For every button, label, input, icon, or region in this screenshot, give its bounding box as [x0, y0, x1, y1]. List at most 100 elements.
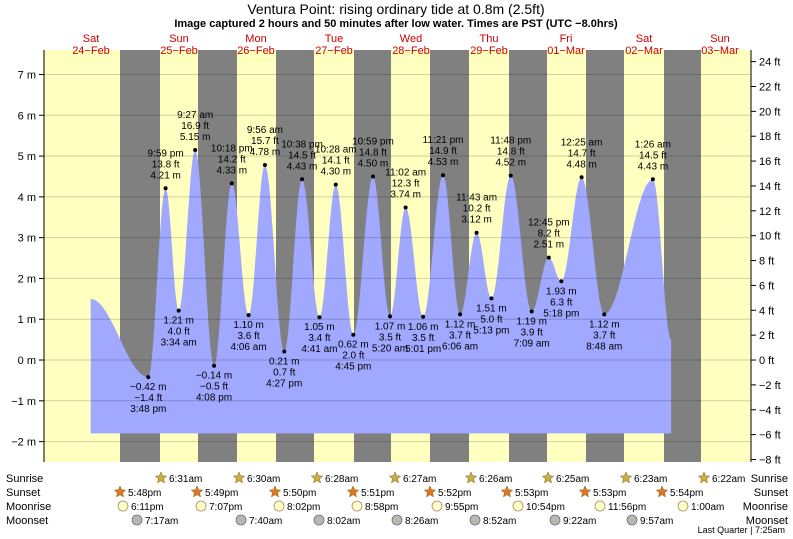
tide-point-label: 6.3 ft — [550, 297, 572, 308]
tide-point-label: 14.2 ft — [218, 154, 246, 165]
y-tick-label-ft: −6 ft — [759, 430, 781, 442]
tide-point — [650, 177, 655, 182]
tide-point-label: 14.7 ft — [568, 148, 596, 159]
y-tick-label-ft: −2 ft — [759, 380, 781, 392]
tide-point — [489, 296, 494, 301]
tide-point-label: 3:48 pm — [130, 404, 166, 415]
y-tick-label-ft: 20 ft — [759, 106, 780, 118]
day-of-week: Tue — [325, 33, 344, 45]
tide-point-label: 3.7 ft — [593, 330, 615, 341]
tide-point — [579, 175, 584, 180]
tide-point-label: 4:06 am — [231, 342, 267, 353]
tide-point-label: 14.9 ft — [429, 146, 457, 157]
tide-point-label: 1.21 m — [163, 316, 194, 327]
tide-extreme-low: 0.21 m0.7 ft4:27 pm — [266, 349, 302, 389]
sunrise-icon — [541, 471, 555, 484]
tide-point-label: −0.14 m — [196, 371, 232, 382]
tide-extreme-low: 1.10 m3.6 ft4:06 am — [231, 313, 267, 353]
tide-point-label: 4.21 m — [150, 170, 181, 181]
tide-water-area — [90, 149, 672, 434]
tide-point-label: 7:09 am — [514, 338, 550, 349]
sunset-time: 5:51pm — [361, 488, 394, 499]
day-date: 24−Feb — [72, 45, 110, 57]
day-date: 28−Feb — [392, 45, 430, 57]
moonset-icon — [391, 514, 403, 526]
tide-point-label: 3.7 ft — [449, 330, 471, 341]
sunrise-icon — [697, 471, 711, 484]
tide-point-label: 10.2 ft — [463, 204, 491, 215]
y-tick-label-ft: 14 ft — [759, 181, 780, 193]
tide-point-label: 0.21 m — [269, 356, 300, 367]
sunset-time: 5:49pm — [205, 488, 238, 499]
tide-point-label: 4:08 pm — [196, 393, 232, 404]
sunrise-time: 6:22am — [712, 474, 745, 485]
tide-point-label: 0.7 ft — [273, 367, 295, 378]
y-tick-label-ft: 2 ft — [759, 330, 774, 342]
tide-point-label: 6:06 am — [442, 341, 478, 352]
moonrise-icon — [351, 500, 363, 512]
moonrise-icon — [677, 500, 689, 512]
y-tick-label-ft: 4 ft — [759, 305, 774, 317]
y-tick-label-ft: −4 ft — [759, 405, 781, 417]
day-date: 25−Feb — [160, 45, 198, 57]
tide-point-label: 5:18 pm — [543, 308, 579, 319]
tide-point — [229, 181, 234, 186]
tide-extreme-low: 1.12 m3.7 ft8:48 am — [586, 312, 622, 352]
day-of-week: Fri — [560, 33, 573, 45]
sunset-time: 5:50pm — [283, 488, 316, 499]
tide-point-label: 4.50 m — [358, 158, 389, 169]
y-tick-label-m: 5 m — [18, 151, 36, 163]
tide-point — [602, 312, 607, 317]
sunset-icon — [190, 485, 204, 498]
tide-point-label: 15.7 ft — [251, 136, 279, 147]
row-label-right: Sunset — [754, 487, 788, 499]
tide-point-label: 4.43 m — [287, 161, 318, 172]
sunset-time: 5:53pm — [593, 488, 626, 499]
sunrise-icon — [310, 471, 324, 484]
sunrise-icon — [232, 471, 246, 484]
tide-point-label: 10:59 pm — [352, 136, 394, 147]
y-tick-label-m: 3 m — [18, 233, 36, 245]
tide-point — [212, 363, 217, 368]
sunset-icon — [423, 485, 437, 498]
moonset-time: 9:22am — [563, 516, 596, 527]
y-tick-label-ft: 18 ft — [759, 131, 780, 143]
tide-point-label: 11:02 am — [385, 167, 426, 178]
tide-point-label: 1.12 m — [589, 319, 620, 330]
axes: −2 m −1 m 0 m 1 m 2 m 3 m 4 m 5 m 6 m 7 m −8 ft −6 … — [11, 50, 781, 466]
y-tick-label-ft: 16 ft — [759, 156, 780, 168]
y-tick-label-m: 4 m — [18, 192, 36, 204]
sunset-time: 5:53pm — [515, 488, 548, 499]
tide-point-label: 8.2 ft — [538, 229, 560, 240]
tide-point-label: −0.5 ft — [200, 382, 228, 393]
tide-point-label: 1.19 m — [516, 316, 547, 327]
chart-subtitle: Image captured 2 hours and 50 minutes af… — [174, 18, 618, 30]
tide-point-label: 3.5 ft — [412, 333, 434, 344]
sun-moon-rows: Sunrise Sunrise Sunset Sunset Moonrise Moonri… — [6, 471, 788, 527]
moonrise-icon — [117, 500, 129, 512]
tide-point-label: 3.4 ft — [308, 333, 330, 344]
grid-lines — [44, 73, 751, 443]
moonset-icon — [626, 514, 638, 526]
sunrise-icon — [388, 471, 402, 484]
tide-point-label: 1.10 m — [233, 320, 264, 331]
moon-phase-footer: Last Quarter | 7:25am — [698, 525, 785, 535]
y-tick-label-m: −1 m — [11, 396, 36, 408]
tide-point — [403, 205, 408, 210]
tide-point-label: 5:01 pm — [405, 344, 441, 355]
y-tick-label-ft: 22 ft — [759, 81, 780, 93]
tide-point-label: 5.0 ft — [480, 314, 502, 325]
tide-point-label: 0.62 m — [338, 340, 369, 351]
tide-extreme-low: 1.19 m3.9 ft7:09 am — [514, 309, 550, 349]
sunrise-icon — [619, 471, 633, 484]
tide-point — [421, 314, 426, 319]
tide-point-label: 14.8 ft — [497, 147, 525, 158]
